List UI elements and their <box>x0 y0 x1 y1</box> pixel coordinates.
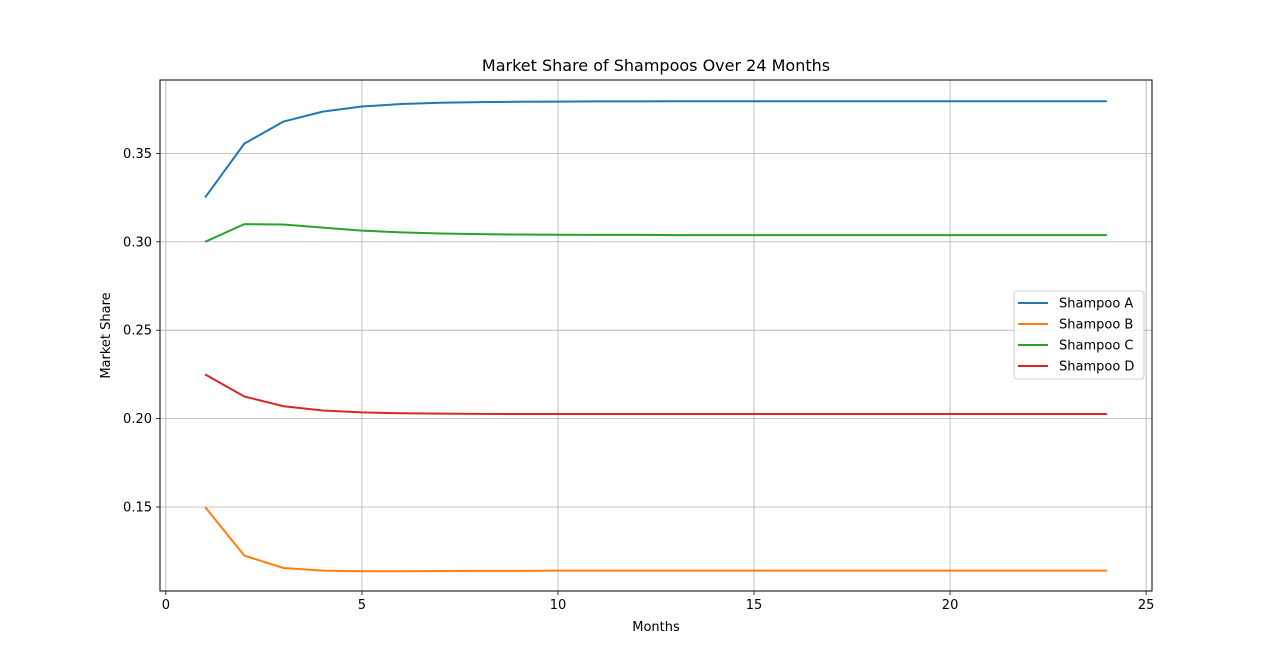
series-line-shampoo-c <box>204 223 1107 243</box>
y-tick-label: 0.30 <box>123 235 152 250</box>
y-axis-label: Market Share <box>99 292 114 378</box>
x-tick-label: 20 <box>942 598 959 613</box>
legend-label-shampoo-c: Shampoo C <box>1059 339 1134 354</box>
chart-title: Market Share of Shampoos Over 24 Months <box>482 56 830 75</box>
plot-frame <box>159 79 1153 592</box>
grid <box>160 80 1152 591</box>
x-tick-label: 10 <box>550 598 567 613</box>
legend-label-shampoo-b: Shampoo B <box>1059 318 1133 333</box>
y-tick-label: 0.25 <box>123 324 152 339</box>
legend: Shampoo A Shampoo B Shampoo C Shampoo D <box>1013 290 1145 380</box>
y-tick-label: 0.35 <box>123 147 152 162</box>
axis-ticks: 0 5 10 15 20 25 0.15 0.20 0.25 0.30 0.35 <box>123 147 1154 613</box>
series-lines <box>204 100 1107 573</box>
legend-box <box>1013 290 1145 380</box>
x-tick-label: 25 <box>1138 598 1155 613</box>
x-tick-label: 5 <box>358 598 366 613</box>
x-tick-label: 15 <box>746 598 763 613</box>
series-line-shampoo-b <box>204 506 1107 573</box>
y-tick-label: 0.20 <box>123 412 152 427</box>
x-tick-label: 0 <box>162 598 170 613</box>
series-line-shampoo-d <box>204 373 1107 416</box>
x-axis-label: Months <box>632 620 680 635</box>
legend-label-shampoo-a: Shampoo A <box>1059 297 1133 312</box>
legend-label-shampoo-d: Shampoo D <box>1059 360 1134 375</box>
series-line-shampoo-a <box>204 100 1107 199</box>
y-tick-label: 0.15 <box>123 501 152 516</box>
